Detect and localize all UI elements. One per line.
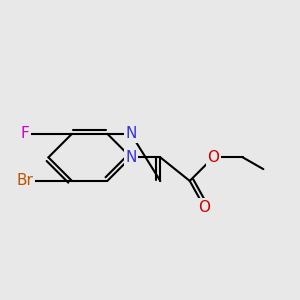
Text: O: O [207,150,219,165]
Text: Br: Br [16,173,33,188]
Text: N: N [125,150,136,165]
Text: O: O [199,200,211,215]
Text: F: F [20,126,29,141]
Text: N: N [125,126,136,141]
